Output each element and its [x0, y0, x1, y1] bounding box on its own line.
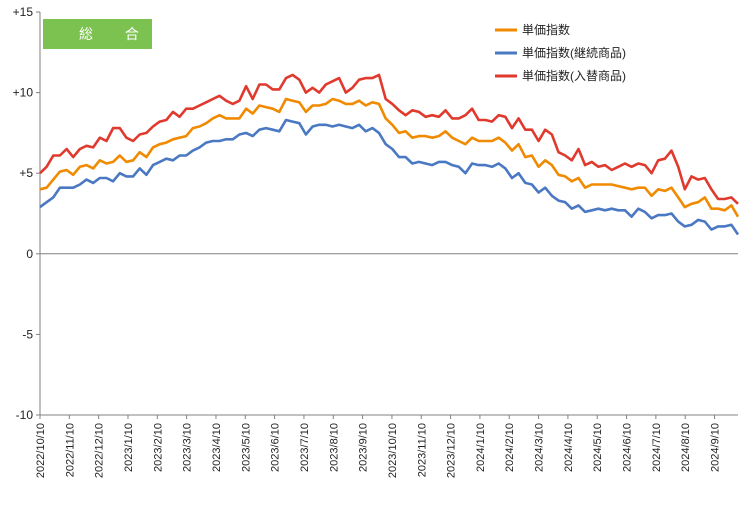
x-tick-label: 2024/4/10	[563, 423, 575, 472]
y-tick-label: -10	[16, 408, 34, 422]
x-tick-label: 2024/1/10	[475, 423, 487, 472]
series-line-1	[39, 118, 740, 236]
x-tick-label: 2023/4/10	[211, 423, 223, 472]
x-tick-label: 2024/9/10	[710, 423, 722, 472]
y-tick-label: 0	[26, 247, 33, 261]
series-lines	[39, 73, 740, 236]
x-tick-label: 2024/6/10	[622, 423, 634, 472]
x-tick-label: 2024/5/10	[592, 423, 604, 472]
x-tick-label: 2022/12/10	[94, 423, 106, 478]
legend-label-1: 単価指数(継続商品)	[522, 45, 626, 60]
x-tick-label: 2023/12/10	[446, 423, 458, 478]
badge-text: 総 合	[79, 26, 153, 42]
y-tick-label: -5	[22, 327, 33, 341]
x-tick-label: 2023/10/10	[387, 423, 399, 478]
legend-box	[488, 14, 686, 94]
x-tick-label: 2023/11/10	[416, 423, 428, 477]
x-tick-label: 2024/7/10	[651, 423, 663, 472]
x-tick-label: 2024/2/10	[504, 423, 516, 472]
x-tick-label: 2022/11/10	[64, 423, 76, 477]
y-ticks: +15 +10 +5 0 -5 -10	[13, 5, 40, 422]
y-tick-label: +15	[13, 5, 34, 19]
x-tick-label: 2023/9/10	[358, 423, 370, 472]
x-tick-label: 2023/7/10	[299, 423, 311, 472]
x-tick-label: 2024/3/10	[534, 423, 546, 472]
x-tick-label: 2022/10/10	[35, 423, 47, 478]
x-tick-label: 2023/5/10	[240, 423, 252, 472]
badge-box	[43, 19, 152, 49]
x-tick-label: 2023/3/10	[182, 423, 194, 472]
legend-label-0: 単価指数	[522, 22, 570, 37]
y-tick-label: +5	[19, 166, 33, 180]
x-tick-label: 2023/6/10	[270, 423, 282, 472]
category-badge: 総 合	[43, 19, 153, 49]
series-line-2	[39, 73, 739, 205]
x-tick-label: 2023/8/10	[328, 423, 340, 472]
legend-label-2: 単価指数(入替商品)	[522, 68, 626, 83]
x-tick-label: 2024/8/10	[680, 423, 692, 472]
y-tick-label: +10	[13, 86, 34, 100]
x-ticks: 2022/10/10 2022/11/10 2022/12/10 2023/1/10 2…	[35, 415, 722, 478]
series-line-0	[39, 97, 740, 218]
x-tick-label: 2023/2/10	[152, 423, 164, 472]
x-tick-label: 2023/1/10	[123, 423, 135, 472]
axes	[39, 12, 738, 416]
